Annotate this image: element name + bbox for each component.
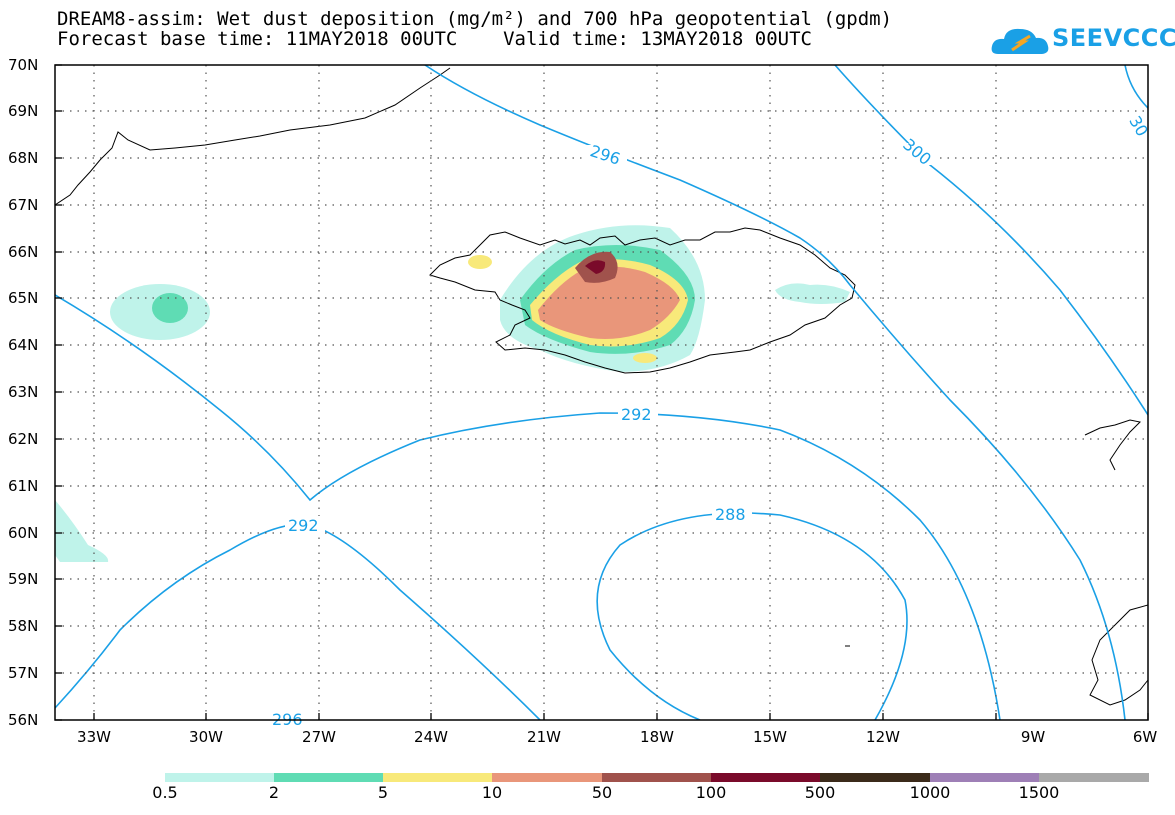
forecast-time-subtitle: Forecast base time: 11MAY2018 00UTC Vali…	[57, 28, 812, 50]
lon-label: 12W	[866, 728, 900, 746]
lat-label: 66N	[8, 243, 39, 261]
lat-label: 58N	[8, 617, 39, 635]
colorbar-label: 1500	[1018, 783, 1060, 802]
chart-title: DREAM8-assim: Wet dust deposition (mg/m²…	[57, 8, 893, 30]
colorbar-swatch	[383, 773, 492, 782]
lat-label: 63N	[8, 383, 39, 401]
contour-label-292-central: 292	[621, 405, 652, 424]
lon-label: 27W	[302, 728, 336, 746]
contour-label-292-west: 292	[288, 516, 319, 535]
lat-label: 56N	[8, 711, 39, 729]
colorbar-label: 0.5	[152, 783, 178, 802]
axis-ticks	[55, 64, 1149, 721]
lon-label: 33W	[77, 728, 111, 746]
geopotential-contours	[55, 65, 1148, 720]
contour-label-288: 288	[715, 505, 746, 524]
colorbar-swatch	[492, 773, 602, 782]
lon-label: 30W	[189, 728, 223, 746]
lat-label: 65N	[8, 289, 39, 307]
lat-label: 68N	[8, 149, 39, 167]
colorbar-swatch	[820, 773, 930, 782]
colorbar-label: 500	[804, 783, 836, 802]
colorbar-label: 2	[268, 783, 280, 802]
colorbar-label: 100	[695, 783, 727, 802]
lat-label: 64N	[8, 336, 39, 354]
lat-label: 70N	[8, 56, 39, 74]
lat-label: 61N	[8, 477, 39, 495]
lat-label: 59N	[8, 570, 39, 588]
colorbar-swatch	[1039, 773, 1149, 782]
colorbar-label: 5	[377, 783, 389, 802]
colorbar-label: 1000	[909, 783, 951, 802]
dust-deposition-shading	[55, 225, 850, 562]
colorbar-swatch	[930, 773, 1039, 782]
colorbar-swatch	[711, 773, 820, 782]
lat-label: 62N	[8, 430, 39, 448]
lat-label: 57N	[8, 664, 39, 682]
lon-label: 24W	[414, 728, 448, 746]
colorbar-label: 50	[591, 783, 613, 802]
logo-text: SEEVCCC	[1052, 24, 1175, 52]
lat-label: 67N	[8, 196, 39, 214]
lon-label: 21W	[527, 728, 561, 746]
colorbar-label: 10	[481, 783, 503, 802]
lat-label: 60N	[8, 524, 39, 542]
lon-label: 18W	[640, 728, 674, 746]
coastlines	[55, 67, 1148, 706]
lat-label: 69N	[8, 102, 39, 120]
colorbar-swatch	[274, 773, 383, 782]
lon-label: 6W	[1132, 728, 1158, 746]
cloud-logo-icon	[991, 28, 1049, 54]
lon-label: 15W	[753, 728, 787, 746]
colorbar-swatch	[165, 773, 274, 782]
colorbar	[165, 773, 1149, 782]
lon-label: 9W	[1020, 728, 1046, 746]
colorbar-swatch	[602, 773, 711, 782]
